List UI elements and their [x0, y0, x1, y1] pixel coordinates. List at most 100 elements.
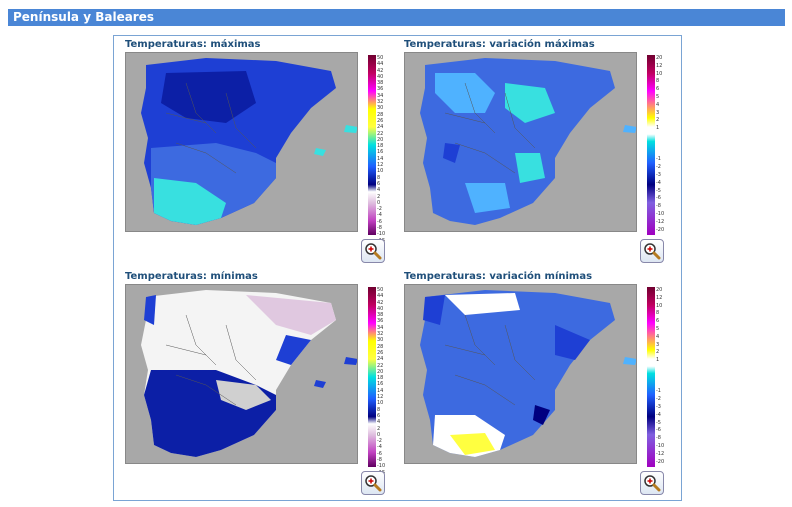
- scale-label: -8: [656, 435, 661, 442]
- scale-label: 36: [377, 318, 384, 325]
- scale-label: 42: [377, 67, 384, 74]
- scale-label: -12: [656, 450, 665, 457]
- scale-label: 36: [377, 86, 384, 93]
- scale-label: 1: [656, 125, 660, 132]
- scale-label: 8: [656, 310, 660, 317]
- scale-label: 18: [377, 143, 384, 150]
- scale-label: [656, 149, 676, 157]
- zoom-in-magnifier-icon: [644, 475, 661, 492]
- map-variacion-maximas[interactable]: [404, 52, 637, 232]
- scale-label: 20: [656, 287, 663, 293]
- scale-label: 4: [656, 101, 660, 108]
- scale-label: 30: [377, 337, 384, 344]
- scale-label: [656, 133, 676, 141]
- scale-label: -8: [656, 203, 661, 210]
- scale-label: 10: [656, 70, 663, 77]
- scale-label: -20: [656, 226, 665, 233]
- scale-label: 12: [656, 294, 663, 301]
- scale-label: 0: [377, 431, 381, 438]
- scale-label: -4: [656, 411, 661, 418]
- scale-labels-variacion-minimas: 20 12 10 8 6 5 4 3 2 1 -1 -2 -3 -4 -5 -6 -8 -10 -12 -20: [656, 287, 676, 467]
- scale-label: 5: [656, 325, 660, 332]
- scale-labels-minimas: 50 44 42 40 38 36 34 32 30 28 26 24 22 20 18 16 14 12 10 8 6…: [377, 287, 397, 488]
- scale-label: 4: [377, 419, 381, 426]
- scale-label: -8: [377, 457, 382, 464]
- scale-label: -3: [656, 171, 661, 178]
- scale-label: 6: [377, 180, 381, 187]
- scale-label: 16: [377, 149, 384, 156]
- scale-label: -4: [377, 444, 382, 451]
- scale-label: 34: [377, 92, 384, 99]
- scale-label: -4: [377, 212, 382, 219]
- zoom-in-magnifier-icon: [365, 475, 382, 492]
- scale-label: 10: [377, 400, 384, 407]
- scale-label: 24: [377, 124, 384, 131]
- scale-labels-variacion-maximas: 20 12 10 8 6 5 4 3 2 1 -1 -2 -3 -4 -5 -6 -8 -10 -12 -20: [656, 55, 676, 235]
- scale-label: 0: [377, 199, 381, 206]
- scale-label: 6: [377, 412, 381, 419]
- zoom-in-button-variacion-minimas[interactable]: [640, 471, 664, 495]
- scale-label: 28: [377, 111, 384, 118]
- scale-label: 6: [656, 318, 660, 325]
- zoom-in-button-maximas[interactable]: [361, 239, 385, 263]
- scale-label: 20: [656, 55, 663, 61]
- scale-label: -4: [656, 179, 661, 186]
- zoom-in-magnifier-icon: [644, 243, 661, 260]
- scale-label: 40: [377, 305, 384, 312]
- section-header: Península y Baleares: [8, 9, 785, 26]
- scale-label: [656, 141, 676, 149]
- scale-labels-maximas: 50 44 42 40 38 36 34 32 30 28 26 24 22 20 18 16 14 12 10 8 6…: [377, 55, 397, 256]
- scale-label: 3: [656, 109, 660, 116]
- scale-label: -2: [656, 164, 661, 171]
- map-title-variacion-maximas: Temperaturas: variación máximas: [404, 39, 595, 50]
- scale-label: 2: [656, 117, 660, 124]
- scale-label: 1: [656, 357, 660, 364]
- scale-label: -20: [656, 458, 665, 465]
- scale-label: 30: [377, 105, 384, 112]
- scale-label: 18: [377, 375, 384, 382]
- scale-label: 8: [377, 406, 381, 413]
- scale-label: 8: [656, 78, 660, 85]
- map-maximas[interactable]: [125, 52, 358, 232]
- scale-label: 22: [377, 130, 384, 137]
- scale-label: 32: [377, 331, 384, 338]
- scale-label: -10: [377, 463, 386, 470]
- scale-label: -1: [656, 388, 661, 395]
- scale-label: 38: [377, 80, 384, 87]
- scale-label: -6: [377, 218, 382, 225]
- map-minimas[interactable]: [125, 284, 358, 464]
- scale-label: -1: [656, 156, 661, 163]
- scale-label: 26: [377, 349, 384, 356]
- scale-label: 2: [656, 349, 660, 356]
- scale-label: 44: [377, 293, 384, 300]
- scale-label: 20: [377, 368, 384, 375]
- scale-label: -10: [656, 210, 665, 217]
- scale-label: 12: [377, 394, 384, 401]
- zoom-in-button-minimas[interactable]: [361, 471, 385, 495]
- scale-label: 14: [377, 387, 384, 394]
- scale-label: 10: [656, 302, 663, 309]
- scale-label: -2: [656, 396, 661, 403]
- scale-label: 50: [377, 287, 384, 293]
- zoom-in-button-variacion-maximas[interactable]: [640, 239, 664, 263]
- maps-panel: [113, 35, 682, 501]
- map-title-maximas: Temperaturas: máximas: [125, 39, 261, 50]
- map-variacion-minimas[interactable]: [404, 284, 637, 464]
- scale-label: -12: [656, 218, 665, 225]
- scale-label: 6: [656, 86, 660, 93]
- scale-bar-maximas: [368, 55, 376, 235]
- scale-label: 4: [656, 333, 660, 340]
- scale-label: -8: [377, 225, 382, 232]
- scale-label: 20: [377, 136, 384, 143]
- scale-label: 40: [377, 73, 384, 80]
- scale-label: 5: [656, 93, 660, 100]
- scale-label: 12: [656, 62, 663, 69]
- scale-label: 34: [377, 324, 384, 331]
- scale-label: -5: [656, 419, 661, 426]
- scale-label: 2: [377, 425, 381, 432]
- map-title-minimas: Temperaturas: mínimas: [125, 271, 258, 282]
- scale-label: 14: [377, 155, 384, 162]
- scale-label: -5: [656, 187, 661, 194]
- scale-bar-variacion-maximas: [647, 55, 655, 235]
- scale-label: -10: [656, 442, 665, 449]
